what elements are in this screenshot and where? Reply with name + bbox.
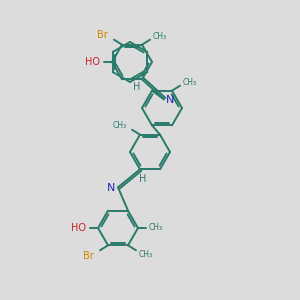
Text: CH₃: CH₃ [183, 78, 197, 87]
Text: N: N [166, 95, 174, 105]
Text: HO: HO [71, 223, 86, 233]
Text: CH₃: CH₃ [149, 224, 163, 232]
Text: HO: HO [85, 57, 100, 67]
Text: CH₃: CH₃ [113, 121, 127, 130]
Text: Br: Br [97, 30, 107, 40]
Text: H: H [133, 82, 141, 92]
Text: Br: Br [82, 251, 93, 261]
Text: N: N [107, 183, 115, 193]
Text: H: H [139, 174, 147, 184]
Text: CH₃: CH₃ [139, 250, 153, 259]
Text: CH₃: CH₃ [153, 32, 167, 41]
